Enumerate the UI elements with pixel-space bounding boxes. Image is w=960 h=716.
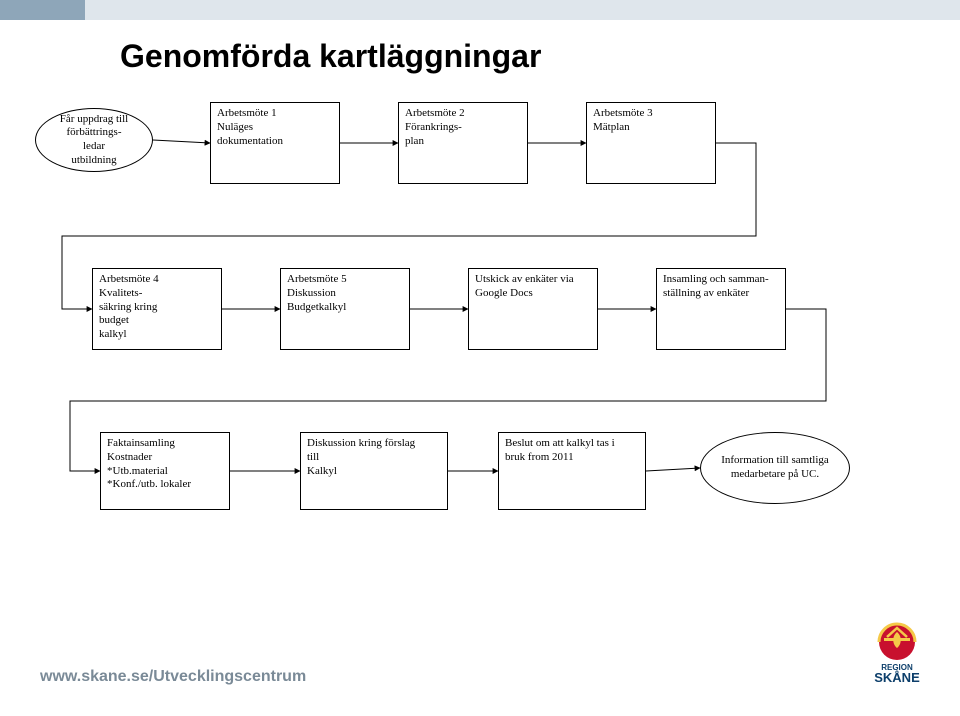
flow-end-ellipse: Information till samtligamedarbetare på … <box>700 432 850 504</box>
header-bar-dark <box>0 0 85 20</box>
flow-box-text: Arbetsmöte 3Mätplan <box>587 103 715 139</box>
flow-box-text: Utskick av enkäter viaGoogle Docs <box>469 269 597 305</box>
page-title: Genomförda kartläggningar <box>120 38 541 75</box>
flow-box-text: Arbetsmöte 1Nulägesdokumentation <box>211 103 339 152</box>
flow-start-ellipse: Får uppdrag tillförbättrings-ledarutbild… <box>35 108 153 172</box>
page: { "topbar": { "dark_color": "#8ea6b9", "… <box>0 0 960 716</box>
flow-box-text: FaktainsamlingKostnader*Utb.material*Kon… <box>101 433 229 496</box>
flow-box-row2-2: Utskick av enkäter viaGoogle Docs <box>468 268 598 350</box>
flow-box-row3-2: Beslut om att kalkyl tas ibruk from 2011 <box>498 432 646 510</box>
flow-box-row3-1: Diskussion kring förslagtillKalkyl <box>300 432 448 510</box>
flow-box-row1-1: Arbetsmöte 2Förankrings-plan <box>398 102 528 184</box>
region-skane-logo-svg: REGIONSKÅNE <box>862 620 932 686</box>
flow-box-row1-0: Arbetsmöte 1Nulägesdokumentation <box>210 102 340 184</box>
flow-box-row2-3: Insamling och samman-ställning av enkäte… <box>656 268 786 350</box>
flow-box-row2-1: Arbetsmöte 5DiskussionBudgetkalkyl <box>280 268 410 350</box>
header-bar-light <box>85 0 960 20</box>
flow-box-text: Insamling och samman-ställning av enkäte… <box>657 269 785 305</box>
svg-text:SKÅNE: SKÅNE <box>874 670 920 685</box>
flow-box-text: Beslut om att kalkyl tas ibruk from 2011 <box>499 433 645 469</box>
flow-box-text: Arbetsmöte 5DiskussionBudgetkalkyl <box>281 269 409 318</box>
flow-box-text: Arbetsmöte 2Förankrings-plan <box>399 103 527 152</box>
region-skane-logo: REGIONSKÅNE <box>862 620 932 686</box>
flow-start-text: Får uppdrag tillförbättrings-ledarutbild… <box>60 113 128 168</box>
footer-url: www.skane.se/Utvecklingscentrum <box>40 668 306 686</box>
flow-box-text: Diskussion kring förslagtillKalkyl <box>301 433 447 482</box>
header-bar <box>0 0 960 20</box>
flow-box-row2-0: Arbetsmöte 4Kvalitets-säkring kringbudge… <box>92 268 222 350</box>
flow-box-row1-2: Arbetsmöte 3Mätplan <box>586 102 716 184</box>
flow-box-row3-0: FaktainsamlingKostnader*Utb.material*Kon… <box>100 432 230 510</box>
flow-end-text: Information till samtligamedarbetare på … <box>721 454 829 482</box>
flow-box-text: Arbetsmöte 4Kvalitets-säkring kringbudge… <box>93 269 221 346</box>
